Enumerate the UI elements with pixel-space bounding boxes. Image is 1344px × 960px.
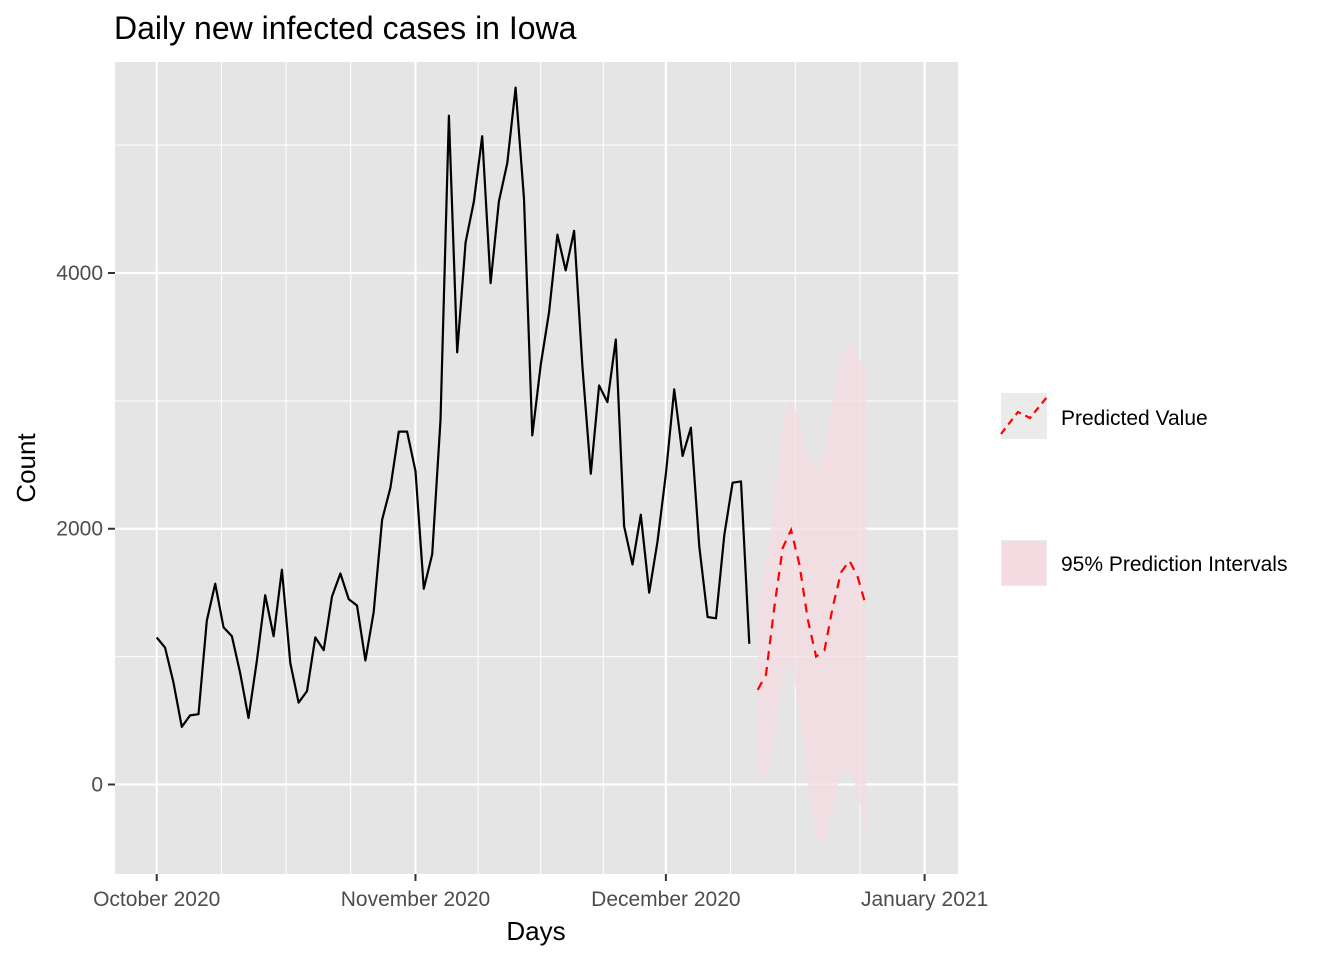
- x-tick-label: December 2020: [591, 888, 740, 911]
- x-axis: October 2020 November 2020 December 2020 Ja…: [93, 874, 988, 911]
- y-axis-title: Count: [11, 433, 41, 503]
- predicted-value-line: [756, 526, 868, 691]
- x-tick-label: January 2021: [861, 888, 988, 911]
- y-tick-label: 2000: [56, 518, 103, 541]
- x-tick-label: November 2020: [341, 888, 490, 911]
- x-axis-title: Days: [506, 916, 565, 946]
- x-tick-label: October 2020: [93, 888, 220, 911]
- major-gridlines: [115, 62, 958, 874]
- legend-key-predicted: [1001, 393, 1047, 439]
- observed-cases-line: [155, 86, 751, 729]
- legend-item-predicted: Predicted Value: [1000, 393, 1208, 439]
- prediction-interval-band: [757, 343, 867, 844]
- legend-interval-swatch-icon: [1002, 541, 1046, 585]
- legend-predicted-line-icon: [1000, 396, 1048, 435]
- y-axis: 0 2000 4000: [56, 262, 115, 796]
- legend-label-interval: 95% Prediction Intervals: [1061, 553, 1287, 576]
- chart-title: Daily new infected cases in Iowa: [114, 10, 577, 46]
- legend-label-predicted: Predicted Value: [1061, 407, 1208, 430]
- legend-item-interval: 95% Prediction Intervals: [1001, 540, 1287, 586]
- y-tick-label: 0: [91, 773, 103, 796]
- legend: Predicted Value 95% Prediction Intervals: [1000, 393, 1287, 586]
- y-tick-label: 4000: [56, 262, 103, 285]
